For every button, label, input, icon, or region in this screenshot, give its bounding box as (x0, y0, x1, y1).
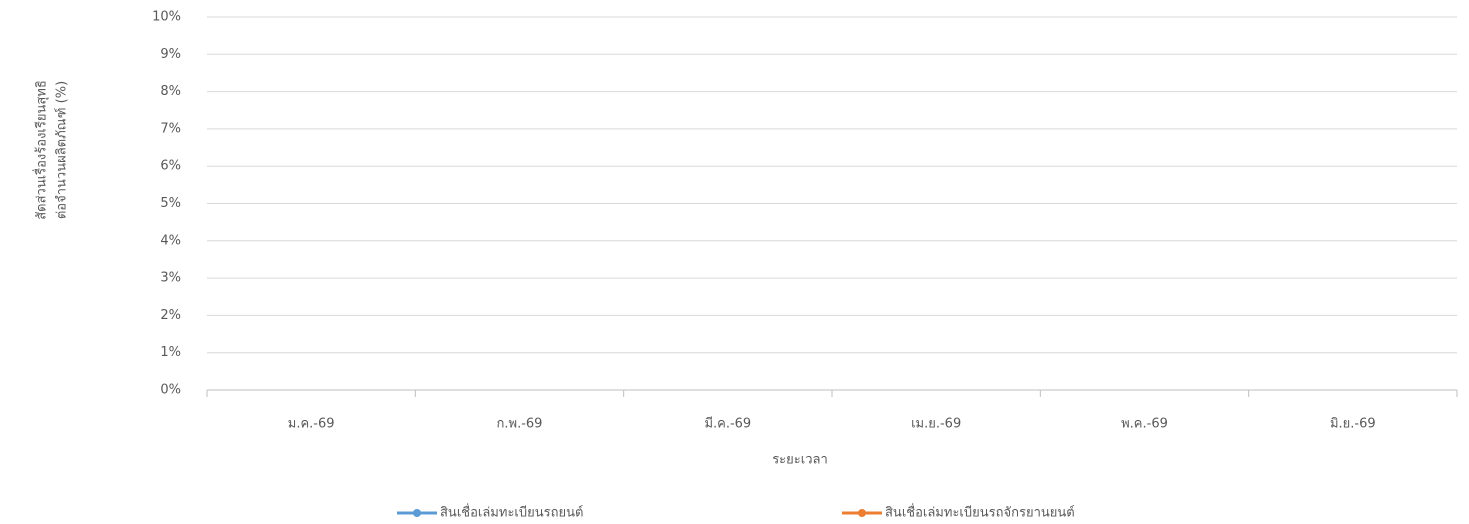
legend-marker (413, 509, 421, 517)
legend-label: สินเชื่อเล่มทะเบียนรถจักรยานยนต์ (885, 504, 1075, 521)
y-tick-label: 10% (152, 10, 181, 25)
y-tick-label: 0% (160, 383, 181, 398)
y-tick-label: 7% (160, 121, 181, 136)
legend-marker (858, 509, 866, 517)
y-tick-label: 8% (160, 84, 181, 99)
y-axis-title: สัดส่วนเรื่องร้องเรียนสุทธิ (33, 80, 50, 220)
x-tick-label: ก.พ.-69 (497, 417, 543, 432)
x-tick-label: เม.ย.-69 (911, 417, 961, 432)
x-tick-label: มิ.ย.-69 (1330, 417, 1376, 432)
y-tick-label: 2% (160, 308, 181, 323)
y-tick-label: 3% (160, 271, 181, 286)
x-tick-label: มี.ค.-69 (704, 416, 751, 432)
x-tick-label: พ.ค.-69 (1121, 417, 1168, 432)
y-axis-title: ต่อจำนวนผลิตภัณฑ์ (%) (54, 81, 70, 219)
legend-label: สินเชื่อเล่มทะเบียนรถยนต์ (440, 504, 584, 521)
y-tick-label: 4% (160, 233, 181, 248)
y-tick-label: 9% (160, 47, 181, 62)
x-tick-label: ม.ค.-69 (288, 417, 335, 432)
x-axis-title: ระยะเวลา (772, 453, 828, 468)
y-tick-label: 6% (160, 159, 181, 174)
y-tick-label: 1% (160, 345, 181, 360)
y-tick-label: 5% (160, 196, 181, 211)
